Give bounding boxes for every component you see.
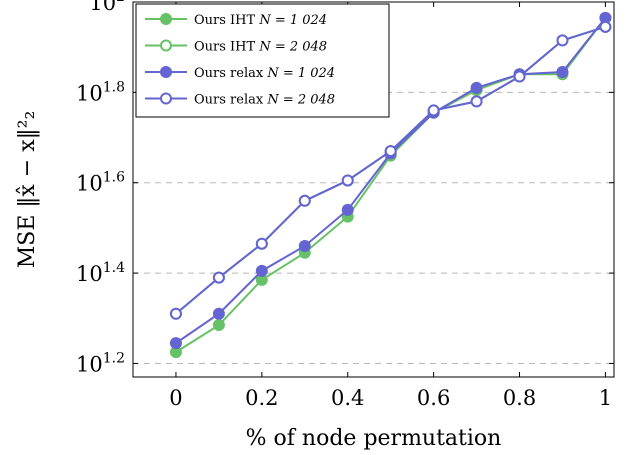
legend-label: Ours IHT N = 1 024 xyxy=(194,13,327,28)
x-tick-label: 0.2 xyxy=(245,386,278,410)
legend-label: Ours IHT N = 2 048 xyxy=(194,40,327,55)
data-point xyxy=(169,346,182,359)
y-tick-label: 101.8 xyxy=(76,79,125,105)
data-point xyxy=(556,66,569,79)
data-point xyxy=(427,104,440,117)
y-tick-label: 101.4 xyxy=(76,260,125,286)
y-axis-label: MSE ‖x̂ − x‖²₂ xyxy=(15,111,40,269)
legend-marker xyxy=(160,13,172,25)
data-point xyxy=(169,337,182,350)
data-point xyxy=(470,95,483,108)
data-point xyxy=(255,237,268,250)
legend: Ours IHT N = 1 024 Ours IHT N = 2 048 Ours… xyxy=(135,3,390,118)
legend-item: Ours IHT N = 2 048 xyxy=(145,39,327,55)
legend-marker xyxy=(160,92,172,105)
data-point xyxy=(341,203,354,216)
legend-item: Ours relax N = 1 024 xyxy=(145,66,335,81)
legend-label: Ours relax N = 1 024 xyxy=(194,66,335,81)
data-point xyxy=(599,11,612,24)
data-point xyxy=(341,174,354,187)
series-3 xyxy=(169,20,612,320)
y-tick-label: 101.6 xyxy=(76,170,125,196)
data-point xyxy=(298,194,311,207)
legend-item: Ours relax N = 2 048 xyxy=(145,92,335,108)
y-tick-label: 101.2 xyxy=(76,350,125,376)
data-point xyxy=(513,70,526,83)
data-point xyxy=(384,145,397,158)
legend-marker xyxy=(160,66,172,78)
data-point xyxy=(169,307,182,320)
axis-ticks: 101.2 101.4 101.6 101.8 102 0 0.2 0.4 0.6 0.8 1 xyxy=(76,0,614,410)
x-axis-label: % of node permutation xyxy=(246,426,502,451)
y-tick-label: 102 xyxy=(89,0,125,15)
data-point xyxy=(255,273,268,286)
data-point xyxy=(212,319,225,332)
x-tick-label: 0 xyxy=(169,386,182,410)
x-tick-label: 1 xyxy=(599,386,612,410)
x-tick-label: 0.4 xyxy=(331,386,364,410)
legend-item: Ours IHT N = 1 024 xyxy=(145,13,327,28)
data-point xyxy=(556,34,569,47)
legend-marker xyxy=(160,39,172,52)
x-tick-label: 0.8 xyxy=(503,386,536,410)
data-point xyxy=(599,20,612,33)
data-point xyxy=(298,239,311,252)
data-point xyxy=(212,307,225,320)
x-tick-label: 0.6 xyxy=(417,386,450,410)
plot-area-frame xyxy=(132,1,615,378)
legend-label: Ours relax N = 2 048 xyxy=(194,93,335,108)
data-point xyxy=(255,264,268,277)
series-lines xyxy=(169,11,612,359)
data-point xyxy=(470,81,483,94)
data-point xyxy=(212,271,225,284)
